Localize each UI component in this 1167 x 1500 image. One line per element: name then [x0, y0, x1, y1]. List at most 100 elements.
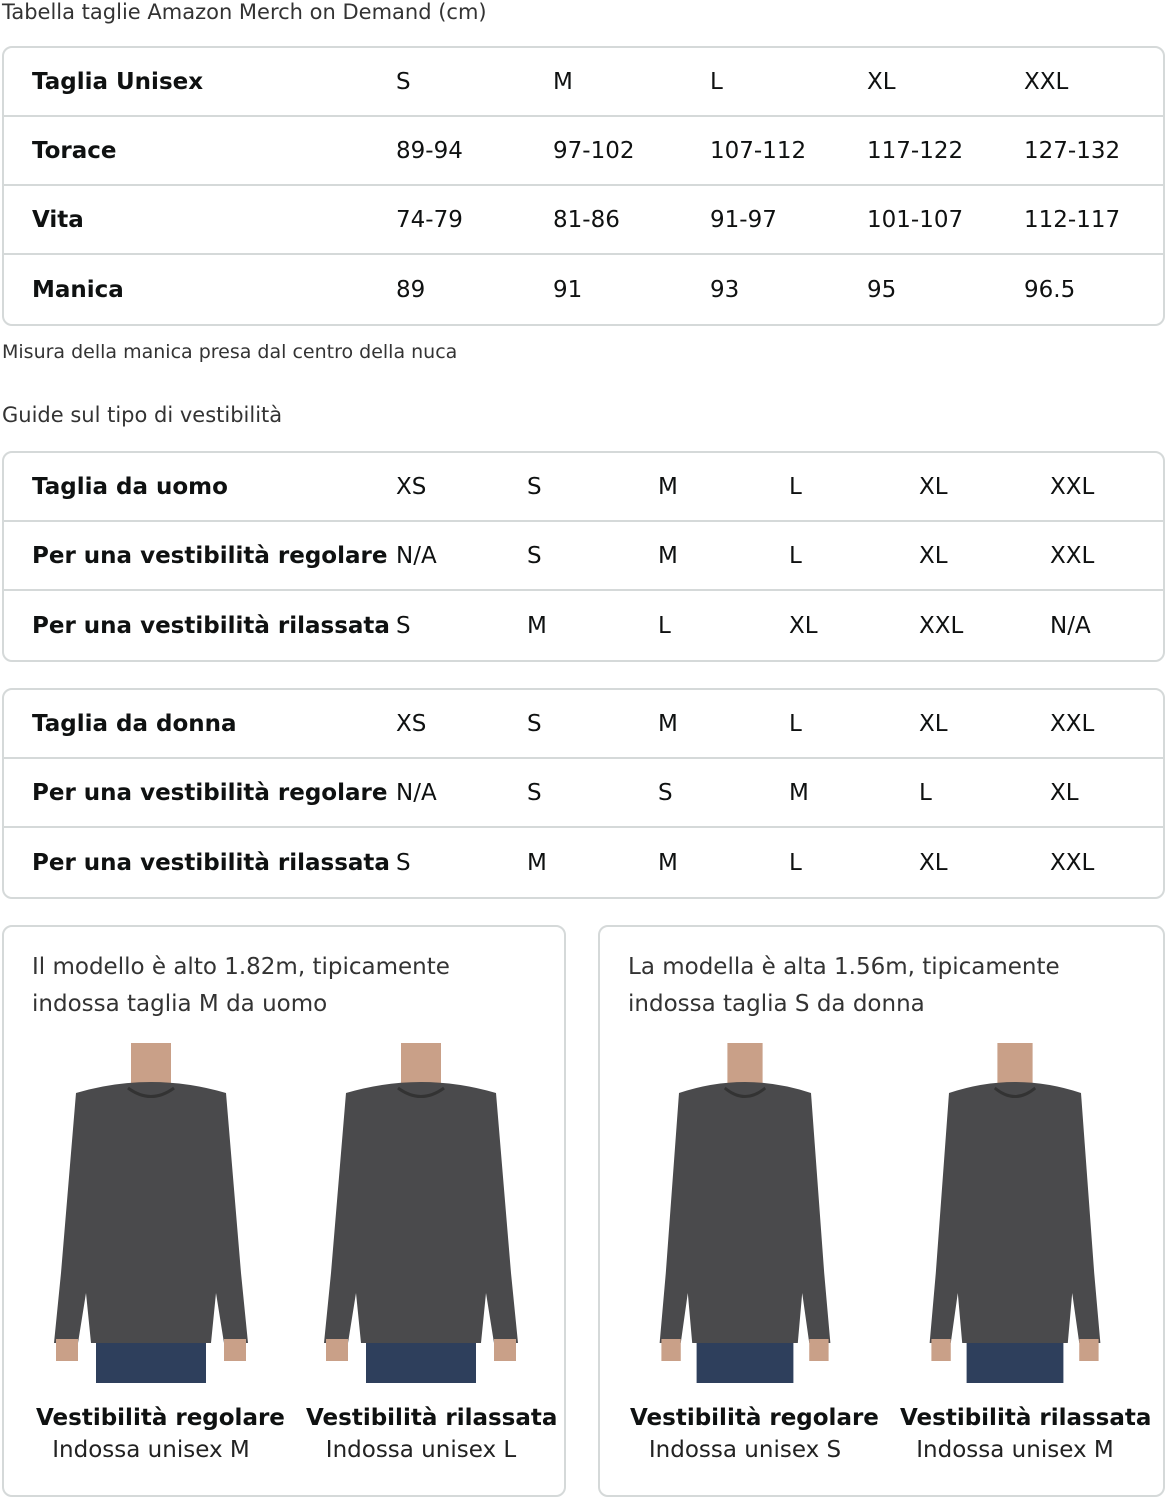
table-cell: 89-94 [396, 137, 463, 164]
model-photo [54, 1043, 248, 1383]
table-cell: M [658, 849, 678, 876]
table-cell: M [789, 779, 809, 806]
table-cell: L [789, 542, 802, 569]
row-label: Per una vestibilità rilassata [32, 849, 390, 876]
table-row: Per una vestibilità regolare N/A S M L XL XXL [4, 522, 1163, 591]
table-cell: S [396, 68, 411, 95]
table-row: Taglia da uomo XS S M L XL XXL [4, 453, 1163, 522]
table-cell: XS [396, 710, 427, 737]
table-cell: XXL [919, 612, 964, 639]
row-label: Per una vestibilità rilassata [32, 612, 390, 639]
model-photo [324, 1043, 518, 1383]
table-cell: XL [919, 849, 948, 876]
table-cell: L [789, 849, 802, 876]
model-photo [659, 1043, 831, 1383]
fit-label: Vestibilità rilassata [306, 1405, 558, 1431]
table-cell: 112-117 [1024, 206, 1121, 233]
table-row: Taglia Unisex S M L XL XXL [4, 48, 1163, 117]
model-caption: Il modello è alto 1.82m, tipicamente ind… [32, 954, 450, 1017]
table-cell: 96.5 [1024, 276, 1076, 303]
model-photo [929, 1043, 1101, 1383]
table-cell: 91-97 [710, 206, 777, 233]
table-cell: XL [1050, 779, 1079, 806]
wear-size: Indossa unisex M [52, 1437, 250, 1463]
table-cell: XXL [1050, 542, 1095, 569]
table-cell: XS [396, 473, 427, 500]
row-label: Manica [32, 276, 124, 303]
model-caption: La modella è alta 1.56m, tipicamente ind… [628, 954, 1060, 1017]
women-model-card: La modella è alta 1.56m, tipicamente ind… [598, 925, 1165, 1497]
table-cell: S [527, 473, 542, 500]
table-cell: 93 [710, 276, 740, 303]
wear-size: Indossa unisex L [325, 1437, 517, 1463]
table-cell: L [789, 710, 802, 737]
women-size-table: Taglia da donna XS S M L XL XXL Per una vestibi… [2, 688, 1165, 899]
fit-example: Vestibilità rilassata Indossa unisex L [306, 1043, 558, 1463]
table-cell: N/A [396, 542, 437, 569]
table-cell: 97-102 [553, 137, 635, 164]
table-cell: XXL [1050, 710, 1095, 737]
table-cell: 81-86 [553, 206, 620, 233]
table-cell: 95 [867, 276, 897, 303]
table-cell: S [527, 779, 542, 806]
fit-example: Vestibilità regolare Indossa unisex S [630, 1043, 879, 1463]
table-cell: M [553, 68, 573, 95]
table-cell: N/A [1050, 612, 1091, 639]
table-cell: S [396, 849, 411, 876]
table-cell: 74-79 [396, 206, 463, 233]
table-cell: S [658, 779, 673, 806]
table-cell: L [919, 779, 932, 806]
table-cell: L [710, 68, 723, 95]
fit-label: Vestibilità regolare [36, 1405, 285, 1431]
table-cell: S [527, 542, 542, 569]
table-cell: 117-122 [867, 137, 964, 164]
row-label: Taglia da uomo [32, 473, 228, 500]
table-row: Per una vestibilità regolare N/A S S M L XL [4, 759, 1163, 828]
fit-guide-title: Guide sul tipo di vestibilità [2, 403, 283, 427]
table-cell: 89 [396, 276, 426, 303]
row-label: Taglia da donna [32, 710, 237, 737]
table-cell: M [658, 542, 678, 569]
fit-example: Vestibilità rilassata Indossa unisex M [900, 1043, 1152, 1463]
fit-label: Vestibilità regolare [630, 1405, 879, 1431]
table-cell: S [527, 710, 542, 737]
row-label: Vita [32, 206, 84, 233]
table-row: Vita 74-79 81-86 91-97 101-107 112-117 [4, 186, 1163, 255]
men-model-card: Il modello è alto 1.82m, tipicamente ind… [2, 925, 566, 1497]
table-cell: 91 [553, 276, 583, 303]
sleeve-note: Misura della manica presa dal centro del… [2, 341, 458, 363]
size-chart-title: Tabella taglie Amazon Merch on Demand (c… [2, 0, 487, 24]
table-cell: S [396, 612, 411, 639]
men-size-table: Taglia da uomo XS S M L XL XXL Per una vestibil… [2, 451, 1165, 662]
table-cell: L [658, 612, 671, 639]
table-row: Manica 89 91 93 95 96.5 [4, 255, 1163, 324]
table-cell: M [527, 849, 547, 876]
table-cell: 101-107 [867, 206, 964, 233]
table-cell: XXL [1024, 68, 1069, 95]
table-row: Per una vestibilità rilassata S M L XL XXL N/A [4, 591, 1163, 660]
table-cell: XL [789, 612, 818, 639]
row-label: Taglia Unisex [32, 68, 204, 95]
fit-example: Vestibilità regolare Indossa unisex M [36, 1043, 285, 1463]
wear-size: Indossa unisex M [916, 1437, 1114, 1463]
table-cell: XXL [1050, 849, 1095, 876]
row-label: Torace [32, 137, 117, 164]
table-cell: XXL [1050, 473, 1095, 500]
table-row: Torace 89-94 97-102 107-112 117-122 127-132 [4, 117, 1163, 186]
fit-label: Vestibilità rilassata [900, 1405, 1152, 1431]
table-cell: XL [919, 473, 948, 500]
table-cell: 107-112 [710, 137, 807, 164]
table-cell: M [658, 473, 678, 500]
table-row: Taglia da donna XS S M L XL XXL [4, 690, 1163, 759]
table-row: Per una vestibilità rilassata S M M L XL XXL [4, 828, 1163, 897]
row-label: Per una vestibilità regolare [32, 542, 388, 569]
table-cell: XL [919, 542, 948, 569]
table-cell: N/A [396, 779, 437, 806]
table-cell: 127-132 [1024, 137, 1121, 164]
wear-size: Indossa unisex S [648, 1437, 842, 1463]
unisex-size-table: Taglia Unisex S M L XL XXL Torace 89-94 97-102 10… [2, 46, 1165, 326]
table-cell: M [527, 612, 547, 639]
table-cell: XL [919, 710, 948, 737]
table-cell: XL [867, 68, 896, 95]
row-label: Per una vestibilità regolare [32, 779, 388, 806]
